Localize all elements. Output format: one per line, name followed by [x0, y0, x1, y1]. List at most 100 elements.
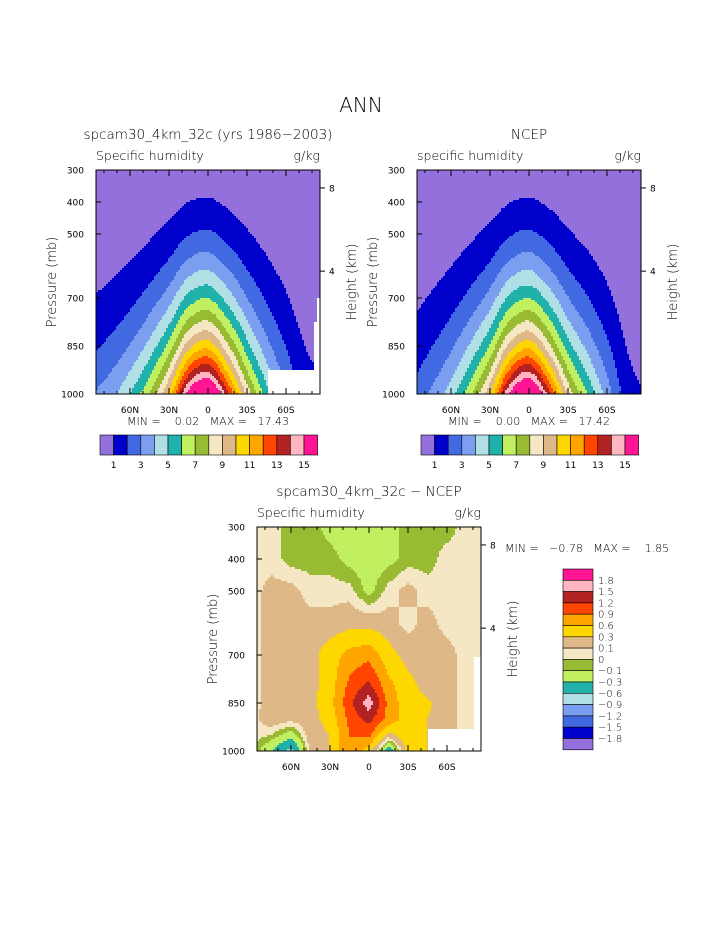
- contour-band-segment: [417, 360, 424, 363]
- contour-band-segment: [184, 336, 193, 339]
- contour-band-segment: [329, 737, 340, 740]
- contour-band-segment: [493, 218, 560, 221]
- contour-band-segment: [273, 749, 288, 752]
- contour-band-segment: [142, 292, 165, 295]
- contour-band-segment: [307, 737, 330, 740]
- contour-band-segment: [252, 368, 261, 371]
- contour-band-segment: [611, 346, 628, 349]
- contour-band-segment: [507, 382, 512, 385]
- contour-band-segment: [250, 390, 257, 393]
- contour-band-segment: [581, 284, 608, 287]
- contour-band-segment: [579, 282, 608, 285]
- contour-band-segment: [491, 368, 496, 371]
- contour-band-segment: [218, 276, 235, 279]
- contour-band-segment: [617, 372, 636, 375]
- contour-band-segment: [299, 589, 354, 592]
- contour-band-segment: [343, 653, 380, 656]
- contour-band-segment: [162, 366, 171, 369]
- contour-band-segment: [347, 601, 350, 604]
- contour-band-segment: [429, 713, 458, 716]
- contour-band-segment: [597, 312, 618, 315]
- contour-band-segment: [174, 252, 199, 255]
- contour-band-segment: [96, 304, 135, 307]
- contour-band-segment: [417, 182, 642, 185]
- contour-band-segment: [609, 384, 620, 387]
- contour-band-segment: [501, 346, 508, 349]
- contour-band-segment: [168, 326, 177, 329]
- contour-band-segment: [182, 206, 227, 209]
- contour-band-segment: [485, 354, 492, 357]
- contour-band-segment: [497, 214, 558, 217]
- contour-band-segment: [555, 362, 560, 365]
- contour-band-segment: [417, 238, 476, 241]
- x-tick-label: 60N: [121, 406, 139, 416]
- x-tick-label: 60S: [277, 406, 294, 416]
- contour-band-segment: [507, 356, 514, 359]
- contour-band-segment: [196, 312, 213, 315]
- contour-band-segment: [543, 388, 550, 391]
- contour-band-segment: [138, 356, 151, 359]
- contour-band-segment: [487, 364, 494, 367]
- contour-band-segment: [499, 348, 506, 351]
- contour-band-segment: [323, 533, 400, 536]
- contour-band-segment: [256, 392, 263, 395]
- contour-band-segment: [441, 332, 462, 335]
- contour-band-segment: [296, 318, 321, 321]
- contour-band-segment: [186, 260, 221, 263]
- contour-band-segment: [543, 380, 550, 383]
- colorbar-label: 15: [298, 461, 309, 471]
- contour-band-segment: [257, 623, 262, 626]
- contour-band-segment: [489, 310, 500, 313]
- contour-band-segment: [261, 647, 322, 650]
- contour-band-segment: [471, 286, 492, 289]
- contour-band-segment: [401, 747, 406, 750]
- contour-band-segment: [441, 549, 482, 552]
- contour-band-segment: [513, 372, 522, 375]
- colorbar-label: 3: [459, 461, 465, 471]
- contour-band-segment: [417, 264, 454, 267]
- contour-band-segment: [413, 675, 458, 678]
- contour-band-segment: [515, 370, 538, 373]
- contour-band-segment: [499, 292, 512, 295]
- contour-band-segment: [287, 731, 294, 734]
- contour-band-segment: [286, 288, 321, 291]
- contour-band-segment: [337, 719, 348, 722]
- contour-band-segment: [493, 302, 504, 305]
- contour-band-segment: [208, 284, 227, 287]
- contour-band-segment: [397, 699, 430, 702]
- colorbar-swatch: [249, 434, 264, 456]
- contour-band-segment: [240, 284, 257, 287]
- contour-band-segment: [116, 392, 131, 395]
- contour-band-segment: [577, 370, 586, 373]
- contour-band-segment: [417, 336, 440, 339]
- contour-band-segment: [417, 326, 446, 329]
- contour-band-segment: [226, 350, 233, 353]
- contour-band-segment: [519, 300, 536, 303]
- contour-band-segment: [509, 352, 518, 355]
- contour-band-segment: [539, 234, 576, 237]
- contour-band-segment: [473, 314, 488, 317]
- contour-band-segment: [361, 581, 378, 584]
- contour-band-segment: [164, 390, 169, 393]
- contour-band-segment: [489, 330, 498, 333]
- contour-band-segment: [188, 276, 219, 279]
- contour-band-segment: [379, 699, 386, 702]
- contour-band-segment: [573, 378, 582, 381]
- contour-band-segment: [118, 390, 133, 393]
- contour-band-segment: [417, 380, 436, 383]
- contour-band-segment: [449, 320, 470, 323]
- colorbar-swatch: [562, 692, 594, 705]
- contour-band-segment: [276, 356, 291, 359]
- contour-band-segment: [144, 348, 155, 351]
- contour-band-segment: [299, 723, 324, 726]
- contour-band-segment: [477, 384, 484, 387]
- contour-band-segment: [242, 342, 249, 345]
- contour-band-segment: [505, 336, 516, 339]
- contour-band-segment: [569, 370, 578, 373]
- contour-band-segment: [497, 328, 504, 331]
- contour-band-segment: [190, 380, 199, 383]
- contour-band-segment: [505, 314, 518, 317]
- contour-band-segment: [399, 557, 438, 560]
- contour-band-segment: [186, 370, 193, 373]
- contour-band-segment: [164, 362, 171, 365]
